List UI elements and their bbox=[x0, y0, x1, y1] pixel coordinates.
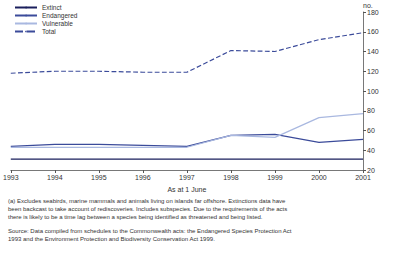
svg-text:been backcast to take account: been backcast to take account of redisco… bbox=[8, 206, 287, 212]
svg-text:1993 and the Environment Prote: 1993 and the Environment Protection and … bbox=[8, 236, 215, 242]
svg-text:As at 1 June: As at 1 June bbox=[167, 186, 206, 193]
svg-text:Source: Data compiled from sch: Source: Data compiled from schedules to … bbox=[8, 228, 292, 234]
svg-text:1993: 1993 bbox=[3, 174, 19, 181]
svg-text:1994: 1994 bbox=[47, 174, 63, 181]
svg-text:1996: 1996 bbox=[135, 174, 151, 181]
svg-text:1997: 1997 bbox=[179, 174, 195, 181]
svg-text:no.: no. bbox=[363, 1, 373, 9]
svg-text:1999: 1999 bbox=[267, 174, 283, 181]
svg-text:100: 100 bbox=[367, 88, 379, 95]
svg-text:140: 140 bbox=[367, 48, 379, 55]
svg-text:2000: 2000 bbox=[311, 174, 327, 181]
svg-text:1995: 1995 bbox=[91, 174, 107, 181]
svg-text:20: 20 bbox=[367, 167, 375, 174]
svg-text:Vulnerable: Vulnerable bbox=[42, 20, 73, 27]
svg-text:(a) Excludes seabirds, marine: (a) Excludes seabirds, marine mammals an… bbox=[8, 198, 286, 204]
svg-text:there is likely to be a time l: there is likely to be a time lag between… bbox=[8, 214, 263, 220]
svg-text:1998: 1998 bbox=[223, 174, 239, 181]
svg-text:120: 120 bbox=[367, 68, 379, 75]
svg-text:Endangered: Endangered bbox=[42, 12, 78, 20]
svg-text:40: 40 bbox=[367, 147, 375, 154]
svg-text:Extinct: Extinct bbox=[42, 4, 62, 11]
svg-text:180: 180 bbox=[367, 9, 379, 16]
svg-text:2001: 2001 bbox=[355, 174, 371, 181]
svg-text:80: 80 bbox=[367, 107, 375, 114]
svg-text:160: 160 bbox=[367, 28, 379, 35]
svg-text:Total: Total bbox=[42, 28, 56, 35]
svg-text:60: 60 bbox=[367, 127, 375, 134]
